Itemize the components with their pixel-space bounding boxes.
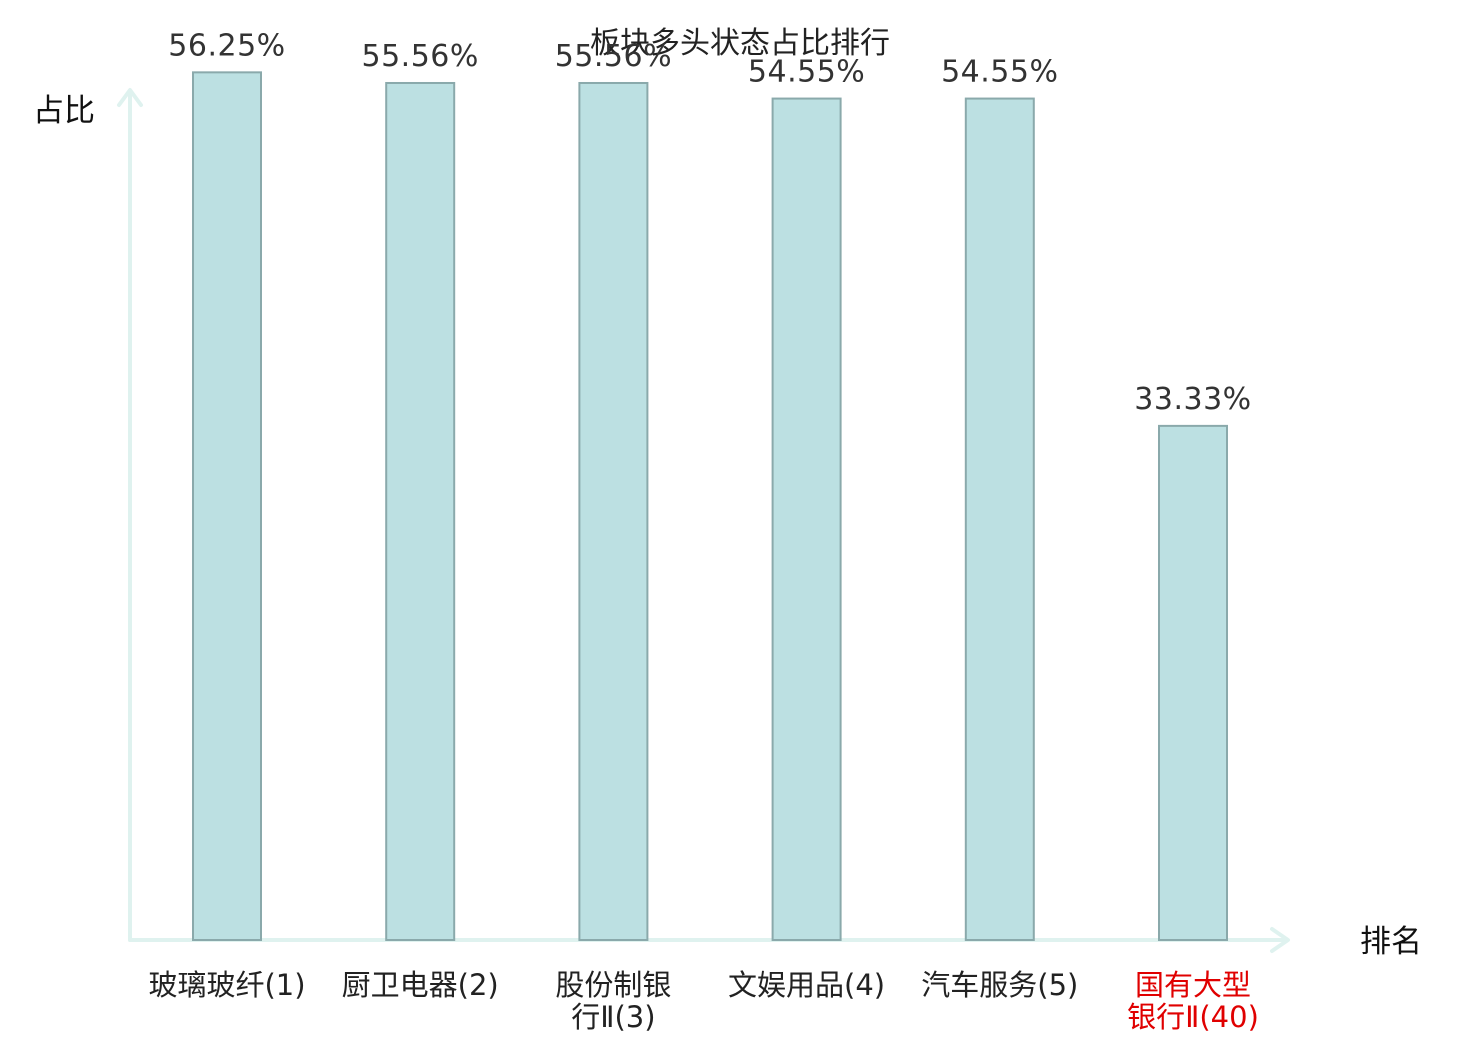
value-label: 55.56%	[362, 39, 479, 74]
x-axis: 排名	[128, 924, 1422, 960]
value-label: 55.56%	[555, 39, 672, 74]
bar	[771, 97, 842, 942]
bar	[385, 81, 456, 941]
bar-series	[192, 71, 1228, 942]
category-label: 银行Ⅱ(40)	[1127, 1000, 1259, 1034]
value-labels: 56.25% 55.56% 55.56% 54.55% 54.55% 33.33%	[168, 28, 1251, 417]
x-axis-label: 排名	[1360, 924, 1422, 960]
category-label: 厨卫电器(2)	[342, 968, 499, 1002]
value-label: 56.25%	[168, 28, 285, 63]
value-label: 54.55%	[941, 55, 1058, 90]
category-label: 汽车服务(5)	[921, 968, 1078, 1002]
value-label: 33.33%	[1134, 382, 1251, 417]
value-label: 54.55%	[748, 55, 865, 90]
category-label: 行Ⅱ(3)	[571, 1000, 655, 1034]
category-label: 文娱用品(4)	[728, 968, 885, 1002]
category-label: 股份制银	[555, 968, 671, 1002]
bar	[1158, 424, 1228, 941]
category-label: 玻璃玻纤(1)	[148, 968, 305, 1002]
bar	[192, 71, 262, 941]
y-axis-label: 占比	[33, 93, 95, 129]
category-label: 国有大型	[1135, 968, 1251, 1002]
y-axis: 占比	[33, 88, 143, 942]
chart-title: 板块多头状态占比排行	[590, 26, 890, 61]
bar	[964, 97, 1035, 942]
bar	[578, 81, 649, 941]
